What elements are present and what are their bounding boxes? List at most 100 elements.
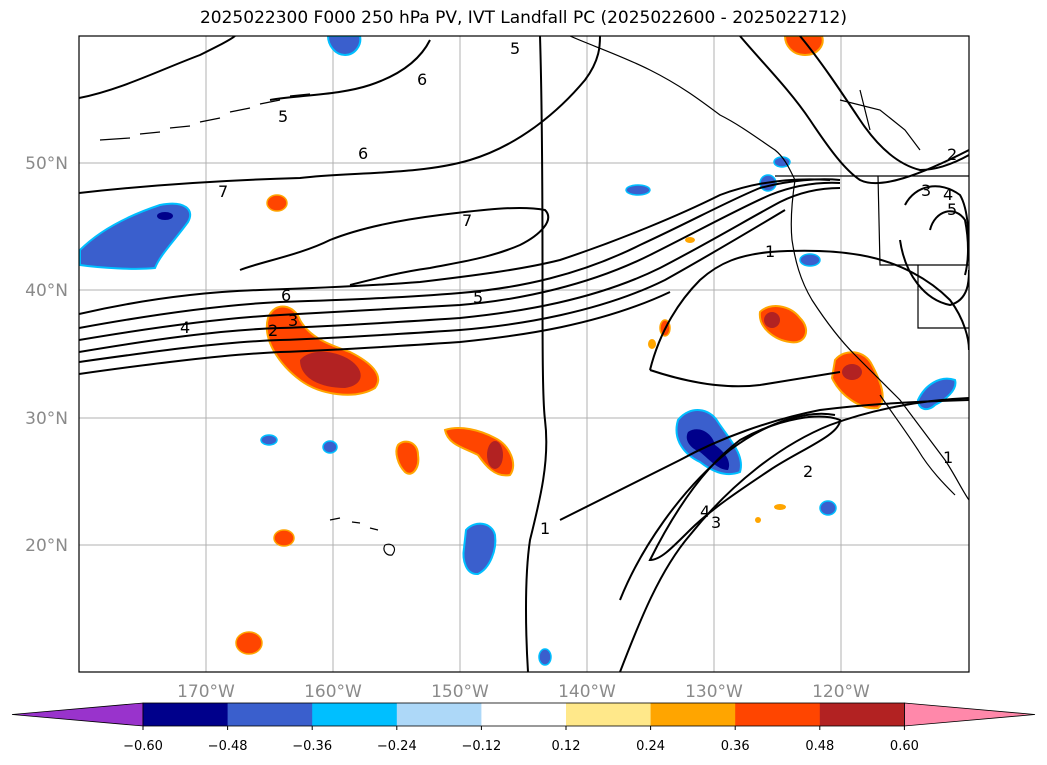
contour-line xyxy=(619,397,969,672)
contour-label: 7 xyxy=(462,211,472,230)
contour-label: 5 xyxy=(473,288,483,307)
colorbar-bin xyxy=(735,703,821,726)
colorbar-tick-label: −0.60 xyxy=(123,739,163,754)
colorbar-tick-label: −0.48 xyxy=(208,739,248,754)
pv-neg-blob xyxy=(819,500,837,516)
pv-pos-blob xyxy=(830,351,884,410)
colorbar-bin xyxy=(566,703,652,726)
colorbar-tick-label: −0.36 xyxy=(292,739,332,754)
map-panel: 7 6 5 6 5 7 6 5 4 3 2 1 1 2 3 4 1 2 3 4 xyxy=(78,35,970,673)
pv-neg-blob xyxy=(799,253,821,267)
contour-line xyxy=(79,209,786,363)
contour-line xyxy=(649,249,969,371)
pv-pos-blob xyxy=(685,237,695,243)
pv-pos-blob xyxy=(235,631,263,655)
contour-label: 2 xyxy=(803,462,813,481)
pv-positive-fills xyxy=(235,36,884,655)
contour-label: 4 xyxy=(180,318,190,337)
pv-pos-core xyxy=(764,312,780,328)
pv-neg-blob xyxy=(462,522,497,575)
contour-label: 5 xyxy=(510,39,520,58)
pv-neg-blob xyxy=(538,648,552,666)
contour-line xyxy=(799,36,969,172)
contour-label: 3 xyxy=(288,311,298,330)
contour-label: 6 xyxy=(417,70,427,89)
colorbar-tick-label: 0.60 xyxy=(890,739,919,754)
lat-label: 30°N xyxy=(25,409,68,429)
contour-label: 7 xyxy=(218,182,228,201)
pv-pos-blob xyxy=(774,504,786,510)
pv-neg-blob xyxy=(326,36,362,57)
lat-axis: 50°N 40°N 30°N 20°N xyxy=(25,154,68,556)
colorbar-bin xyxy=(819,703,905,726)
contour-label-group: 7 6 5 6 5 7 6 5 4 3 2 1 1 2 3 4 1 2 3 4 xyxy=(180,39,957,538)
contour-line xyxy=(525,36,548,672)
pv-neg-blob xyxy=(322,440,338,454)
coastlines xyxy=(99,36,969,556)
contour-line xyxy=(79,178,831,315)
lat-label: 50°N xyxy=(25,154,68,174)
hawaii-islands xyxy=(329,517,396,556)
pv-pos-blob xyxy=(395,440,420,475)
contour-line xyxy=(739,36,969,185)
colorbar-extend-min xyxy=(11,702,144,727)
pv-pos-blob xyxy=(783,36,824,57)
colorbar-tick-label: 0.12 xyxy=(552,739,581,754)
contour-label: 5 xyxy=(947,200,957,219)
colorbar-outline xyxy=(142,702,905,727)
pv-pos-blob xyxy=(273,529,295,547)
colorbar-tick-label: 0.36 xyxy=(721,739,750,754)
map-frame xyxy=(78,35,970,673)
alaska-coast xyxy=(569,36,796,181)
lon-label: 130°W xyxy=(685,682,743,702)
colorbar-tick-label: 0.48 xyxy=(805,739,834,754)
map-title: 2025022300 F000 250 hPa PV, IVT Landfall… xyxy=(199,8,847,28)
contour-line xyxy=(79,181,841,341)
colorbar-tick-label: 0.24 xyxy=(636,739,665,754)
pv-neg-core xyxy=(157,212,173,220)
canada-interior xyxy=(839,89,921,151)
contour-lines xyxy=(79,36,969,672)
pv-pos-core xyxy=(842,364,862,380)
colorbar: −0.60 −0.48 −0.36 −0.24 −0.12 0.12 0.24 0.36 0.4… xyxy=(11,702,1036,754)
contour-line xyxy=(79,187,841,353)
lon-label: 120°W xyxy=(812,682,870,702)
contour-line xyxy=(559,399,969,521)
pv-neg-blob xyxy=(260,434,278,446)
contour-label: 3 xyxy=(921,181,931,200)
lat-label: 40°N xyxy=(25,281,68,301)
lat-label: 20°N xyxy=(25,536,68,556)
north-america-coast xyxy=(790,179,969,501)
contour-line xyxy=(619,412,836,601)
contour-label: 1 xyxy=(765,242,775,261)
contour-line xyxy=(79,178,841,329)
colorbar-tick-label: −0.24 xyxy=(377,739,417,754)
pv-neg-blob xyxy=(625,184,651,196)
colorbar-bin xyxy=(143,703,229,726)
contour-line xyxy=(79,36,236,99)
contour-line xyxy=(79,291,671,375)
contour-label: 4 xyxy=(943,185,953,204)
contour-label: 4 xyxy=(700,502,710,521)
colorbar-tick-label: −0.12 xyxy=(461,739,501,754)
colorbar-bin xyxy=(312,703,398,726)
aleutian-chain xyxy=(99,93,311,141)
pv-pos-core xyxy=(300,351,361,388)
colorbar-bin xyxy=(227,703,313,726)
pv-neg-blob xyxy=(79,202,192,270)
contour-line xyxy=(79,36,601,194)
contour-label: 6 xyxy=(281,286,291,305)
contour-line xyxy=(239,206,550,286)
contour-line xyxy=(899,239,969,307)
pv-pos-core xyxy=(487,441,503,469)
pv-negative-fills xyxy=(79,36,957,666)
lon-label: 170°W xyxy=(177,682,235,702)
contour-label: 1 xyxy=(943,448,953,467)
contour-label: 1 xyxy=(540,519,550,538)
contour-label: 3 xyxy=(711,513,721,532)
colorbar-bin xyxy=(481,703,567,726)
colorbar-bin xyxy=(650,703,736,726)
pv-pos-blob xyxy=(755,517,761,523)
lon-axis: 170°W 160°W 150°W 140°W 130°W 120°W xyxy=(177,682,870,702)
colorbar-extend-max xyxy=(904,702,1036,727)
